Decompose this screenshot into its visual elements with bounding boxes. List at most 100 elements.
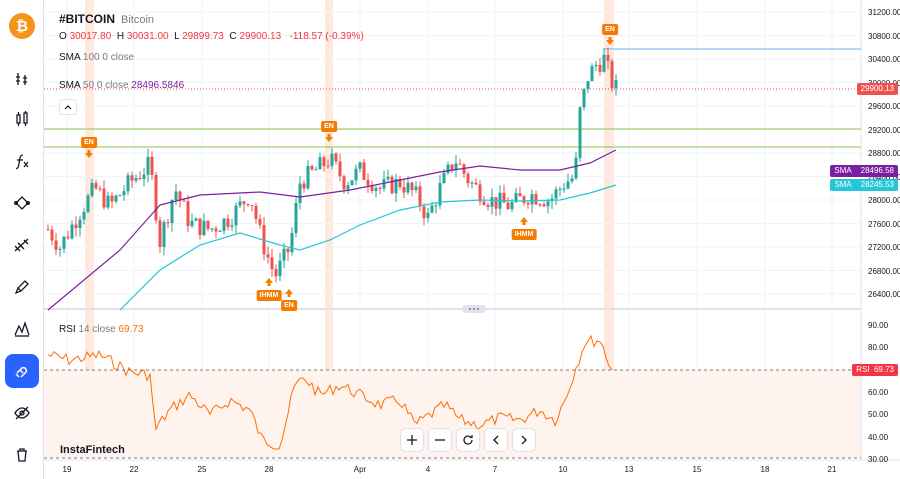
en-marker[interactable]: EN [281, 300, 297, 311]
candle-body [606, 54, 610, 62]
candle-body [138, 178, 142, 180]
rsi-zone [44, 370, 861, 458]
candle-body [290, 232, 294, 253]
chart-area[interactable] [44, 0, 900, 479]
candles-icon[interactable] [5, 62, 39, 96]
candle-body [406, 182, 410, 193]
trash-icon[interactable] [5, 438, 39, 472]
candle-body [190, 220, 194, 226]
candle-body [474, 182, 478, 185]
candle-body [530, 194, 534, 205]
scroll-right-button[interactable] [512, 428, 536, 452]
en-marker[interactable]: EN [81, 137, 97, 148]
price-axis-label: 26400.00 [868, 290, 900, 299]
scroll-left-button[interactable] [484, 428, 508, 452]
candle-body [302, 183, 306, 189]
candle-body [422, 206, 426, 219]
reset-chart-button[interactable] [456, 428, 480, 452]
candle-body [70, 224, 74, 239]
candle-body [154, 174, 158, 221]
candle-body [566, 181, 570, 189]
candle-body [354, 168, 358, 181]
zoom-in-button[interactable] [400, 428, 424, 452]
bitcoin-logo-icon[interactable]: ₿ [9, 13, 35, 39]
ihmm-marker[interactable]: IHMM [256, 290, 282, 301]
rsi-axis-label: 60.00 [868, 387, 889, 397]
candle-body [478, 184, 482, 202]
time-axis-label: 25 [197, 465, 207, 474]
candle-body [582, 88, 586, 108]
price-axis-label: 29200.00 [868, 125, 900, 135]
zoom-out-button[interactable] [428, 428, 452, 452]
candle-body [602, 54, 606, 72]
rsi-axis-label: 90.00 [868, 321, 889, 330]
collapse-legend-button[interactable] [59, 99, 77, 115]
candle-body [482, 201, 486, 205]
candle-body [594, 64, 598, 67]
time-axis-label: Apr [353, 465, 367, 474]
candle-body [98, 188, 102, 190]
candle-body [146, 156, 150, 175]
price-axis-label: 26800.00 [868, 266, 900, 276]
candle-body [310, 166, 314, 170]
arrow-down-icon [325, 134, 333, 142]
brush-icon[interactable] [5, 270, 39, 304]
candle-body [546, 201, 550, 207]
candle-body [578, 107, 582, 158]
price-axis-label: 31200.00 [868, 8, 900, 17]
candle-body [350, 180, 354, 186]
candle-body [562, 188, 566, 190]
candle-body [458, 163, 462, 165]
hide-drawings-icon[interactable] [5, 396, 39, 430]
candle-body [486, 204, 490, 207]
left-toolbar: ₿ [0, 0, 44, 479]
time-axis-label: 13 [624, 465, 634, 474]
magnet-icon[interactable] [5, 354, 39, 388]
en-marker[interactable]: EN [321, 121, 337, 132]
price-axis-label: 28400.00 [868, 172, 900, 182]
sma100-price-tag: SMA 28245.53 [830, 179, 898, 191]
candle-body [254, 205, 258, 219]
bar-chart-icon[interactable] [5, 102, 39, 136]
sma50-legend[interactable]: SMA 50 0 close 28496.5846 [59, 80, 185, 91]
rsi-axis-label: 80.00 [868, 343, 889, 353]
candle-body [170, 200, 174, 224]
candle-body [326, 165, 330, 167]
candle-body [58, 248, 62, 250]
arrow-down-icon [85, 150, 93, 158]
signal-highlight-band [85, 0, 94, 458]
pane-resize-handle[interactable] [462, 305, 486, 313]
sma100-legend[interactable]: SMA 100 0 close [59, 52, 135, 63]
candle-body [394, 178, 398, 194]
candle-body [122, 191, 126, 196]
arrow-down-icon [606, 37, 614, 45]
ihmm-marker[interactable]: IHMM [511, 229, 537, 240]
plus-icon [407, 435, 417, 445]
sma50-line [47, 149, 617, 311]
candle-body [82, 211, 86, 220]
price-chart-canvas[interactable] [44, 0, 900, 479]
candle-body [454, 163, 458, 171]
candle-body [450, 164, 454, 171]
candle-body [66, 236, 70, 239]
candle-body [226, 218, 230, 227]
symbol-title[interactable]: #BITCOIN Bitcoin [59, 12, 155, 26]
candle-body [402, 186, 406, 193]
candle-body [222, 218, 226, 231]
patterns-icon[interactable] [5, 312, 39, 346]
indicators-fx-icon[interactable] [5, 144, 39, 178]
signal-highlight-band [325, 0, 333, 458]
sma50-price-tag: SMA 28496.58 [830, 165, 898, 177]
candle-body [162, 222, 166, 247]
candle-body [502, 192, 506, 203]
rsi-axis-label: 40.00 [868, 432, 889, 442]
candle-body [246, 204, 250, 206]
trend-line-icon[interactable] [5, 186, 39, 220]
reset-icon [463, 435, 473, 445]
en-marker[interactable]: EN [602, 24, 618, 35]
ohlc-legend: O 30017.80 H 30031.00 L 29899.73 C 29900… [59, 31, 364, 42]
candle-body [330, 153, 334, 166]
time-axis-label: 7 [492, 465, 498, 474]
rsi-legend[interactable]: RSI 14 close 69.73 [59, 324, 144, 335]
fib-tool-icon[interactable] [5, 228, 39, 262]
